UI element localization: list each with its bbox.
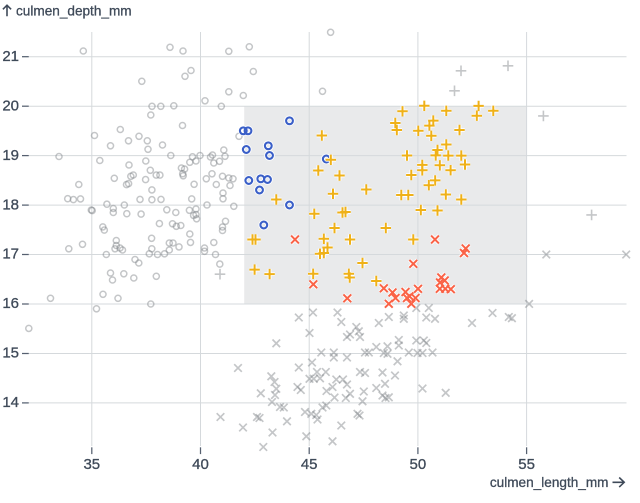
svg-text:19: 19	[2, 147, 19, 164]
svg-text:18: 18	[2, 196, 19, 213]
svg-text:55: 55	[518, 456, 535, 473]
svg-text:14: 14	[2, 394, 19, 411]
svg-text:35: 35	[83, 456, 100, 473]
svg-text:17: 17	[2, 246, 19, 263]
svg-text:21: 21	[2, 48, 19, 65]
svg-text:15: 15	[2, 345, 19, 362]
svg-text:20: 20	[2, 97, 19, 114]
svg-text:40: 40	[192, 456, 209, 473]
svg-text:culmen_length_mm: culmen_length_mm	[490, 475, 609, 490]
svg-text:45: 45	[301, 456, 318, 473]
svg-text:50: 50	[410, 456, 427, 473]
svg-text:culmen_depth_mm: culmen_depth_mm	[16, 4, 132, 19]
svg-text:16: 16	[2, 295, 19, 312]
